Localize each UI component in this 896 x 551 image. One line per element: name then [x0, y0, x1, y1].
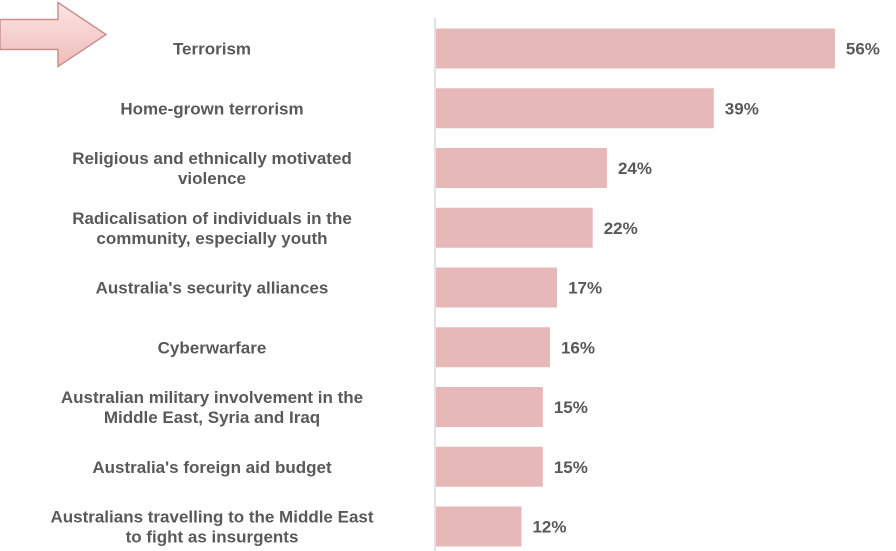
bar: [436, 387, 543, 427]
bar: [436, 267, 558, 308]
value-label: 15%: [554, 398, 588, 417]
bar: [436, 88, 714, 129]
bar: [436, 327, 550, 368]
value-label: 17%: [568, 279, 602, 298]
value-label: 24%: [618, 159, 652, 178]
value-label: 39%: [725, 99, 759, 118]
bar: [436, 207, 593, 248]
category-label: Australia's foreign aid budget: [92, 458, 332, 477]
category-label: Home-grown terrorism: [120, 99, 303, 118]
bar: [436, 28, 835, 69]
category-label: Australia's security alliances: [96, 279, 329, 298]
category-label: Australian military involvement in the Mi…: [61, 388, 363, 427]
bar: [436, 446, 543, 487]
bar: [436, 148, 607, 188]
category-label: Cyberwarfare: [158, 338, 267, 357]
value-label: 56%: [846, 40, 880, 59]
value-label: 22%: [604, 219, 638, 238]
category-label: Religious and ethnically motivated violen…: [72, 149, 352, 188]
category-label: Australians travelling to the Middle Eas…: [50, 508, 373, 547]
arrow-right-icon: [0, 1, 108, 68]
value-label: 12%: [532, 518, 566, 537]
bar: [436, 506, 522, 547]
value-label: 16%: [561, 338, 595, 357]
category-label: Terrorism: [173, 40, 251, 59]
value-label: 15%: [554, 458, 588, 477]
category-label: Radicalisation of individuals in the comm…: [72, 209, 352, 248]
